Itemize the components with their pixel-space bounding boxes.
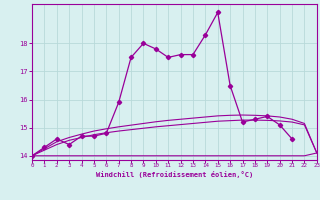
X-axis label: Windchill (Refroidissement éolien,°C): Windchill (Refroidissement éolien,°C) xyxy=(96,171,253,178)
